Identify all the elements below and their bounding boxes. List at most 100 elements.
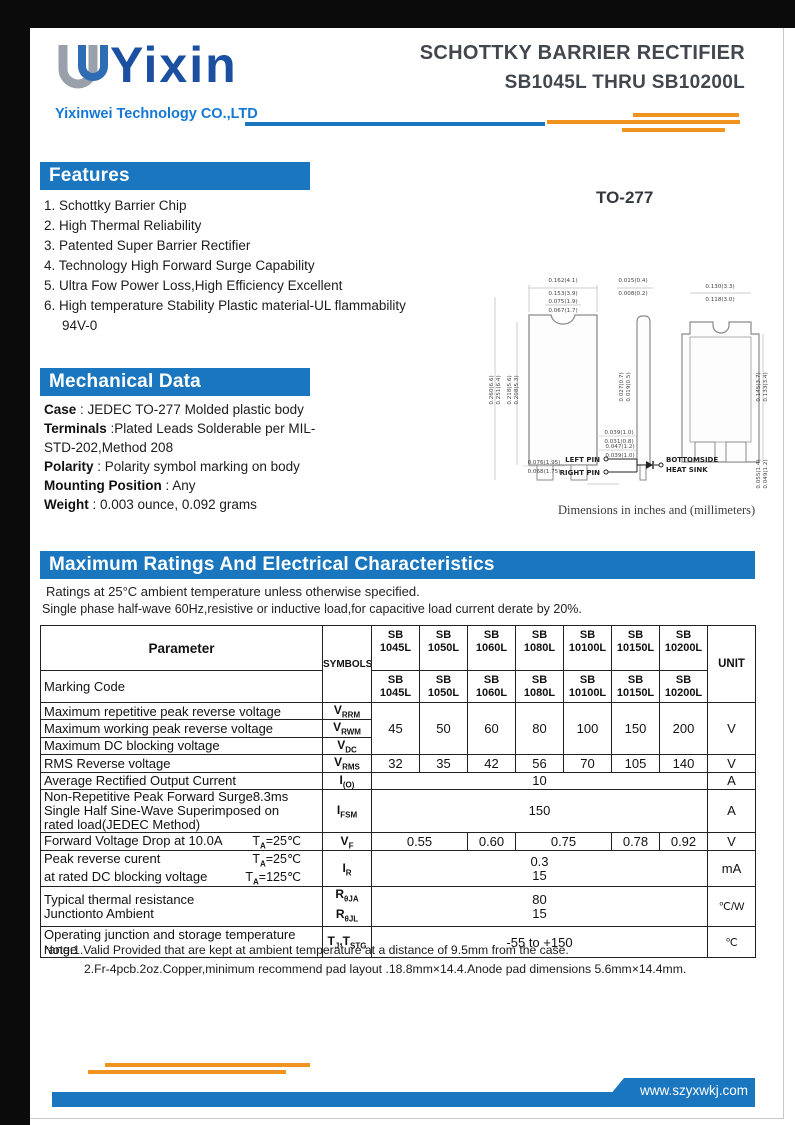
svg-text:0.019(0.5): 0.019(0.5): [626, 372, 632, 401]
mechanical-list: Case : JEDEC TO-277 Molded plastic body …: [44, 400, 346, 514]
unit-header: UNIT: [707, 625, 756, 703]
footnote-1: Note:1.Valid Provided that are kept at a…: [44, 943, 569, 957]
device-header: SB 1060L: [467, 625, 516, 671]
svg-text:LEFT PIN: LEFT PIN: [565, 456, 600, 464]
marking-code: SB 10150L: [611, 670, 660, 703]
value-cell: 0.55: [371, 831, 468, 852]
value-cell: 80: [515, 701, 564, 756]
svg-text:0.208(5.3): 0.208(5.3): [514, 375, 520, 404]
mech-row: Terminals :Plated Leads Solderable per M…: [44, 421, 316, 455]
page-edge-bottom: [30, 1118, 784, 1119]
unit-cell: A: [707, 771, 756, 790]
footer-rule-orange-top: [105, 1063, 310, 1067]
symbols-header: SYMBOLS: [322, 625, 372, 703]
features-list: 1. Schottky Barrier Chip 2. High Thermal…: [44, 196, 416, 336]
features-heading: Features: [40, 162, 310, 190]
mech-row: Case : JEDEC TO-277 Molded plastic body: [44, 402, 304, 417]
logo-text: Yixin: [110, 37, 238, 93]
package-name: TO-277: [596, 188, 654, 207]
mech-row: Polarity : Polarity symbol marking on bo…: [44, 459, 300, 474]
param-label: Maximum working peak reverse voltage: [40, 719, 323, 738]
symbol-vrwm: VRWM: [322, 719, 372, 738]
unit-cell: V: [707, 701, 756, 756]
param-label: Average Rectified Output Current: [40, 771, 323, 790]
header-rule-blue: [245, 122, 545, 126]
svg-text:0.049(1.2): 0.049(1.2): [763, 459, 769, 488]
svg-text:BOTTOMSIDE: BOTTOMSIDE: [666, 456, 718, 464]
svg-text:0.260(6.6): 0.260(6.6): [489, 375, 495, 404]
ratings-condition-note: Ratings at 25°C ambient temperature unle…: [46, 584, 420, 599]
footnote-2: 2.Fr-4pcb.2oz.Copper,minimum recommend p…: [84, 962, 687, 976]
svg-text:RIGHT PIN: RIGHT PIN: [560, 469, 601, 477]
symbol-vdc: VDC: [322, 736, 372, 756]
param-label: Non-Repetitive Peak Forward Surge8.3ms S…: [40, 788, 323, 833]
device-header: SB 10100L: [563, 625, 612, 671]
device-header: SB 10200L: [659, 625, 708, 671]
company-name: Yixinwei Technology CO.,LTD: [55, 106, 258, 122]
svg-text:0.251(6.4): 0.251(6.4): [496, 375, 502, 404]
marking-code: SB 10100L: [563, 670, 612, 703]
marking-code: SB 10200L: [659, 670, 708, 703]
dimensions-note: Dimensions in inches and (millimeters): [558, 503, 756, 517]
svg-text:0.133(3.4): 0.133(3.4): [763, 372, 769, 401]
value-cell: 50: [419, 701, 468, 756]
value-cell: 35: [419, 754, 468, 773]
svg-text:0.031(0.8): 0.031(0.8): [604, 439, 633, 445]
value-cell: 56: [515, 754, 564, 773]
marking-code: SB 1050L: [419, 670, 468, 703]
unit-cell: mA: [707, 850, 756, 888]
header-rule-orange-top: [633, 113, 739, 117]
feature-item: 3. Patented Super Barrier Rectifier: [44, 238, 251, 253]
device-header: SB 10150L: [611, 625, 660, 671]
svg-text:0.039(1.0): 0.039(1.0): [604, 430, 633, 436]
svg-text:0.015(0.4): 0.015(0.4): [618, 278, 647, 284]
svg-text:0.076(1.95): 0.076(1.95): [528, 460, 561, 466]
marking-code: SB 1060L: [467, 670, 516, 703]
value-cell: 0.92: [659, 831, 708, 852]
part-number-range: SB1045L THRU SB10200L: [504, 72, 745, 93]
param-label: Typical thermal resistance Junctionto Am…: [40, 886, 323, 928]
page-edge-top: [0, 0, 795, 28]
value-cell: 0.3 15: [371, 850, 708, 888]
ratings-table: Parameter SYMBOLS SB 1045L SB 1050L SB 1060…: [40, 625, 756, 959]
svg-text:0.118(3.0): 0.118(3.0): [705, 297, 734, 303]
ratings-load-note: Single phase half-wave 60Hz,resistive or…: [42, 602, 582, 616]
footer-url[interactable]: www.szyxwkj.com: [639, 1083, 748, 1098]
marking-code: SB 1045L: [371, 670, 420, 703]
unit-cell: V: [707, 754, 756, 773]
svg-text:0.068(1.75): 0.068(1.75): [528, 469, 561, 475]
symbol-ir: IR: [322, 850, 372, 888]
value-cell: 150: [611, 701, 660, 756]
feature-item: 4. Technology High Forward Surge Capabil…: [44, 258, 315, 273]
symbol-ifsm: IFSM: [322, 788, 372, 833]
page-edge-right: [783, 28, 784, 1119]
value-cell: 0.60: [467, 831, 516, 852]
mechanical-heading: Mechanical Data: [40, 368, 310, 396]
feature-item: 2. High Thermal Reliability: [44, 218, 202, 233]
device-header: SB 1045L: [371, 625, 420, 671]
svg-text:0.162(4.1): 0.162(4.1): [548, 278, 577, 284]
svg-text:0.075(1.9): 0.075(1.9): [548, 299, 577, 305]
param-label: Peak reverse curent TA=25℃ at rated DC b…: [40, 850, 323, 888]
symbol-vrms: VRMS: [322, 754, 372, 773]
value-cell: 140: [659, 754, 708, 773]
header-rule-orange-mid: [547, 120, 740, 124]
marking-code-label: Marking Code: [40, 670, 323, 703]
value-cell: 32: [371, 754, 420, 773]
svg-text:0.047(1.2): 0.047(1.2): [605, 444, 634, 450]
unit-cell: ℃: [707, 926, 756, 959]
footer-bar: [52, 1092, 755, 1107]
value-cell: 150: [371, 788, 708, 833]
feature-item: 5. Ultra Fow Power Loss,High Efficiency …: [44, 278, 343, 293]
param-header: Parameter: [40, 625, 323, 671]
value-cell: 70: [563, 754, 612, 773]
value-cell: 100: [563, 701, 612, 756]
value-cell: 105: [611, 754, 660, 773]
svg-text:0.130(3.3): 0.130(3.3): [705, 284, 734, 290]
svg-text:0.039(1.0): 0.039(1.0): [605, 453, 634, 459]
feature-item: 1. Schottky Barrier Chip: [44, 198, 187, 213]
svg-text:HEAT SINK: HEAT SINK: [666, 466, 708, 474]
svg-text:0.218(5.6): 0.218(5.6): [507, 375, 513, 404]
value-cell: 0.78: [611, 831, 660, 852]
